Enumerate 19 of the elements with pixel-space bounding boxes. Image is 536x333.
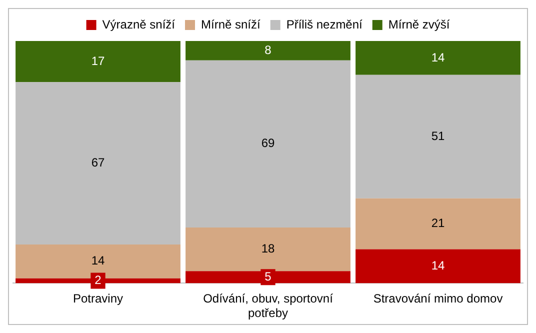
x-tick-label: Stravování mimo domov <box>373 292 503 306</box>
data-label: 67 <box>91 156 105 170</box>
data-label: 51 <box>431 128 445 143</box>
x-tick-label: Odívání, obuv, sportovní potřeby <box>203 292 334 320</box>
data-label: 14 <box>431 50 445 64</box>
data-label: 14 <box>431 258 445 273</box>
data-label: 14 <box>91 254 105 268</box>
legend-label: Mírně zvýší <box>388 17 450 32</box>
data-label: 5 <box>264 269 272 284</box>
data-label: 17 <box>91 54 105 68</box>
legend-label: Výrazně sníží <box>102 17 176 32</box>
data-label: 8 <box>264 43 272 57</box>
x-tick-label: Potraviny <box>72 292 124 306</box>
data-label: 69 <box>261 136 275 150</box>
legend-label: Příliš nezmění <box>286 17 364 32</box>
data-label: 21 <box>431 216 445 230</box>
data-label: 2 <box>94 273 102 288</box>
legend-label: Mírně sníží <box>200 17 262 32</box>
data-label: 18 <box>261 242 275 256</box>
